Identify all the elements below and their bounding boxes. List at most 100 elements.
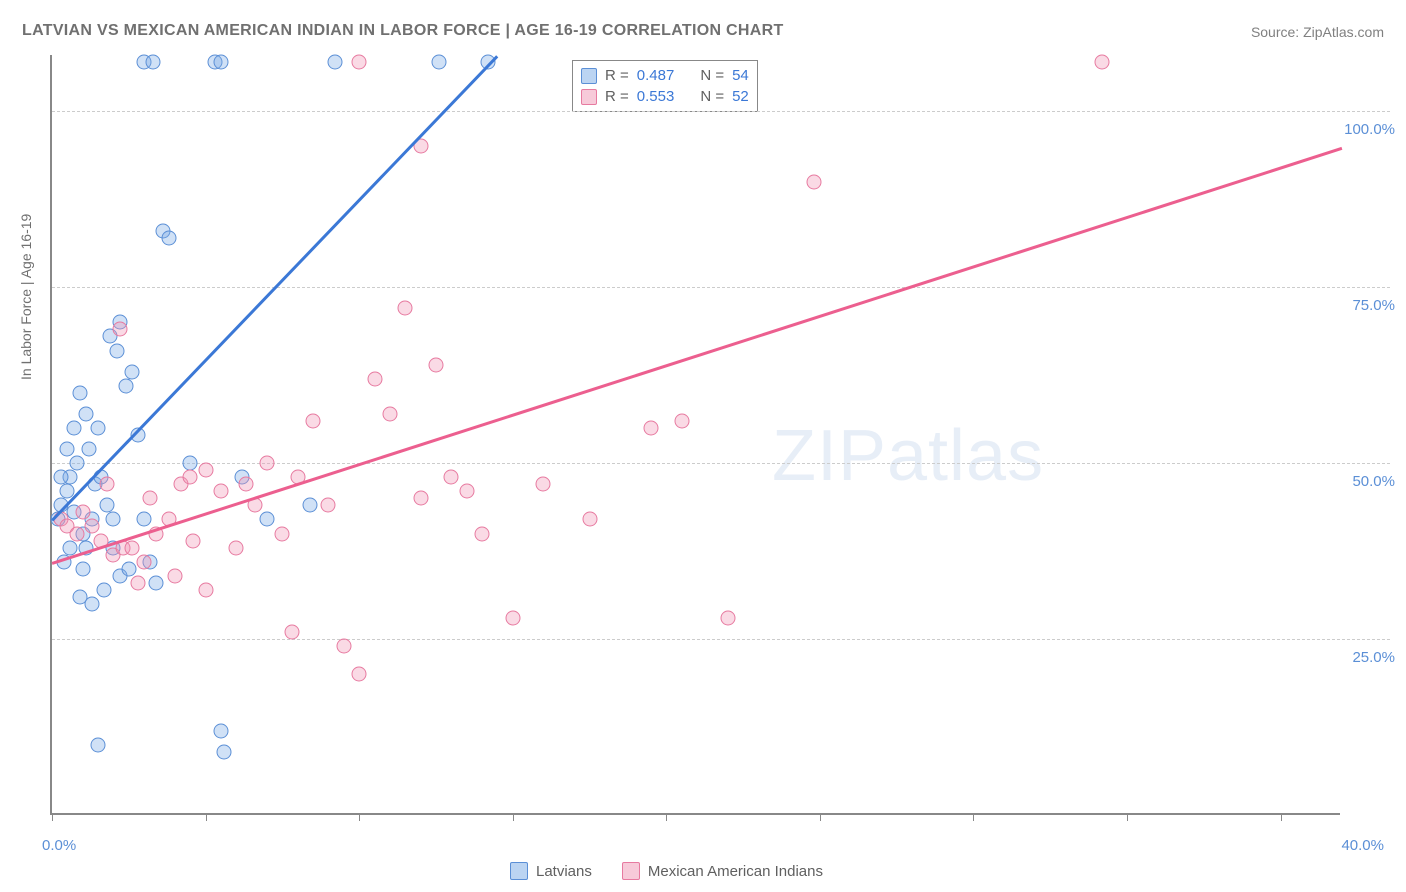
scatter-point (66, 420, 81, 435)
x-tick-label-min: 0.0% (42, 837, 76, 854)
scatter-point (137, 554, 152, 569)
scatter-point (321, 498, 336, 513)
n-value: 52 (732, 88, 749, 105)
x-tick (973, 813, 974, 821)
scatter-point (806, 174, 821, 189)
scatter-point (97, 582, 112, 597)
scatter-point (75, 561, 90, 576)
scatter-point (284, 625, 299, 640)
scatter-point (112, 322, 127, 337)
scatter-point (582, 512, 597, 527)
scatter-point (75, 505, 90, 520)
scatter-point (229, 540, 244, 555)
scatter-point (183, 456, 198, 471)
scatter-point (72, 385, 87, 400)
scatter-point (213, 723, 228, 738)
scatter-point (78, 406, 93, 421)
scatter-point (238, 477, 253, 492)
scatter-point (367, 371, 382, 386)
legend-swatch (581, 68, 597, 84)
legend-swatch (581, 89, 597, 105)
y-tick-label: 75.0% (1352, 297, 1395, 314)
scatter-point (475, 526, 490, 541)
x-tick-label-max: 40.0% (1341, 837, 1384, 854)
scatter-point (352, 55, 367, 70)
r-label: R = (605, 67, 629, 84)
scatter-point (643, 420, 658, 435)
scatter-point (91, 420, 106, 435)
gridline (52, 463, 1390, 464)
scatter-point (161, 230, 176, 245)
legend-swatch (622, 862, 640, 880)
x-tick (1127, 813, 1128, 821)
x-tick (820, 813, 821, 821)
scatter-point (109, 343, 124, 358)
scatter-point (217, 744, 232, 759)
trendline (52, 147, 1343, 565)
x-tick (52, 813, 53, 821)
scatter-point (106, 512, 121, 527)
scatter-point (352, 667, 367, 682)
scatter-point (213, 484, 228, 499)
scatter-point (505, 610, 520, 625)
scatter-point (198, 582, 213, 597)
legend-label: Mexican American Indians (648, 863, 823, 880)
scatter-point (131, 575, 146, 590)
scatter-point (149, 575, 164, 590)
r-value: 0.487 (637, 67, 675, 84)
scatter-point (327, 55, 342, 70)
legend-swatch (510, 862, 528, 880)
trendline (51, 55, 498, 521)
scatter-point (382, 406, 397, 421)
y-tick-label: 50.0% (1352, 473, 1395, 490)
x-tick (359, 813, 360, 821)
scatter-point (81, 442, 96, 457)
scatter-point (336, 639, 351, 654)
scatter-point (100, 477, 115, 492)
x-tick (206, 813, 207, 821)
scatter-point (69, 456, 84, 471)
legend-item: Mexican American Indians (622, 862, 823, 880)
scatter-point (69, 526, 84, 541)
scatter-point (303, 498, 318, 513)
bottom-legend: Latvians Mexican American Indians (510, 862, 823, 880)
scatter-point (84, 519, 99, 534)
scatter-point (432, 55, 447, 70)
scatter-point (84, 596, 99, 611)
x-tick (513, 813, 514, 821)
scatter-point (459, 484, 474, 499)
scatter-point (143, 491, 158, 506)
n-label: N = (700, 88, 724, 105)
n-label: N = (700, 67, 724, 84)
gridline (52, 639, 1390, 640)
legend-stats-row: R = 0.553 N = 52 (581, 86, 749, 107)
legend-stats-row: R = 0.487 N = 54 (581, 65, 749, 86)
chart-title: LATVIAN VS MEXICAN AMERICAN INDIAN IN LA… (22, 22, 784, 40)
scatter-point (213, 55, 228, 70)
r-value: 0.553 (637, 88, 675, 105)
watermark: ZIPatlas (772, 415, 1044, 497)
n-value: 54 (732, 67, 749, 84)
scatter-point (275, 526, 290, 541)
scatter-point (720, 610, 735, 625)
scatter-point (63, 540, 78, 555)
scatter-point (536, 477, 551, 492)
plot-area: ZIPatlas R =0.487N =54R =0.553N =52 25.0… (50, 55, 1340, 815)
scatter-point (428, 357, 443, 372)
r-label: R = (605, 88, 629, 105)
legend-item: Latvians (510, 862, 592, 880)
scatter-point (260, 512, 275, 527)
scatter-point (124, 364, 139, 379)
scatter-point (137, 512, 152, 527)
scatter-point (260, 456, 275, 471)
scatter-point (121, 561, 136, 576)
legend-label: Latvians (536, 863, 592, 880)
scatter-point (146, 55, 161, 70)
scatter-point (183, 470, 198, 485)
scatter-point (124, 540, 139, 555)
x-tick (666, 813, 667, 821)
scatter-point (167, 568, 182, 583)
scatter-point (91, 737, 106, 752)
scatter-point (198, 463, 213, 478)
scatter-point (60, 442, 75, 457)
